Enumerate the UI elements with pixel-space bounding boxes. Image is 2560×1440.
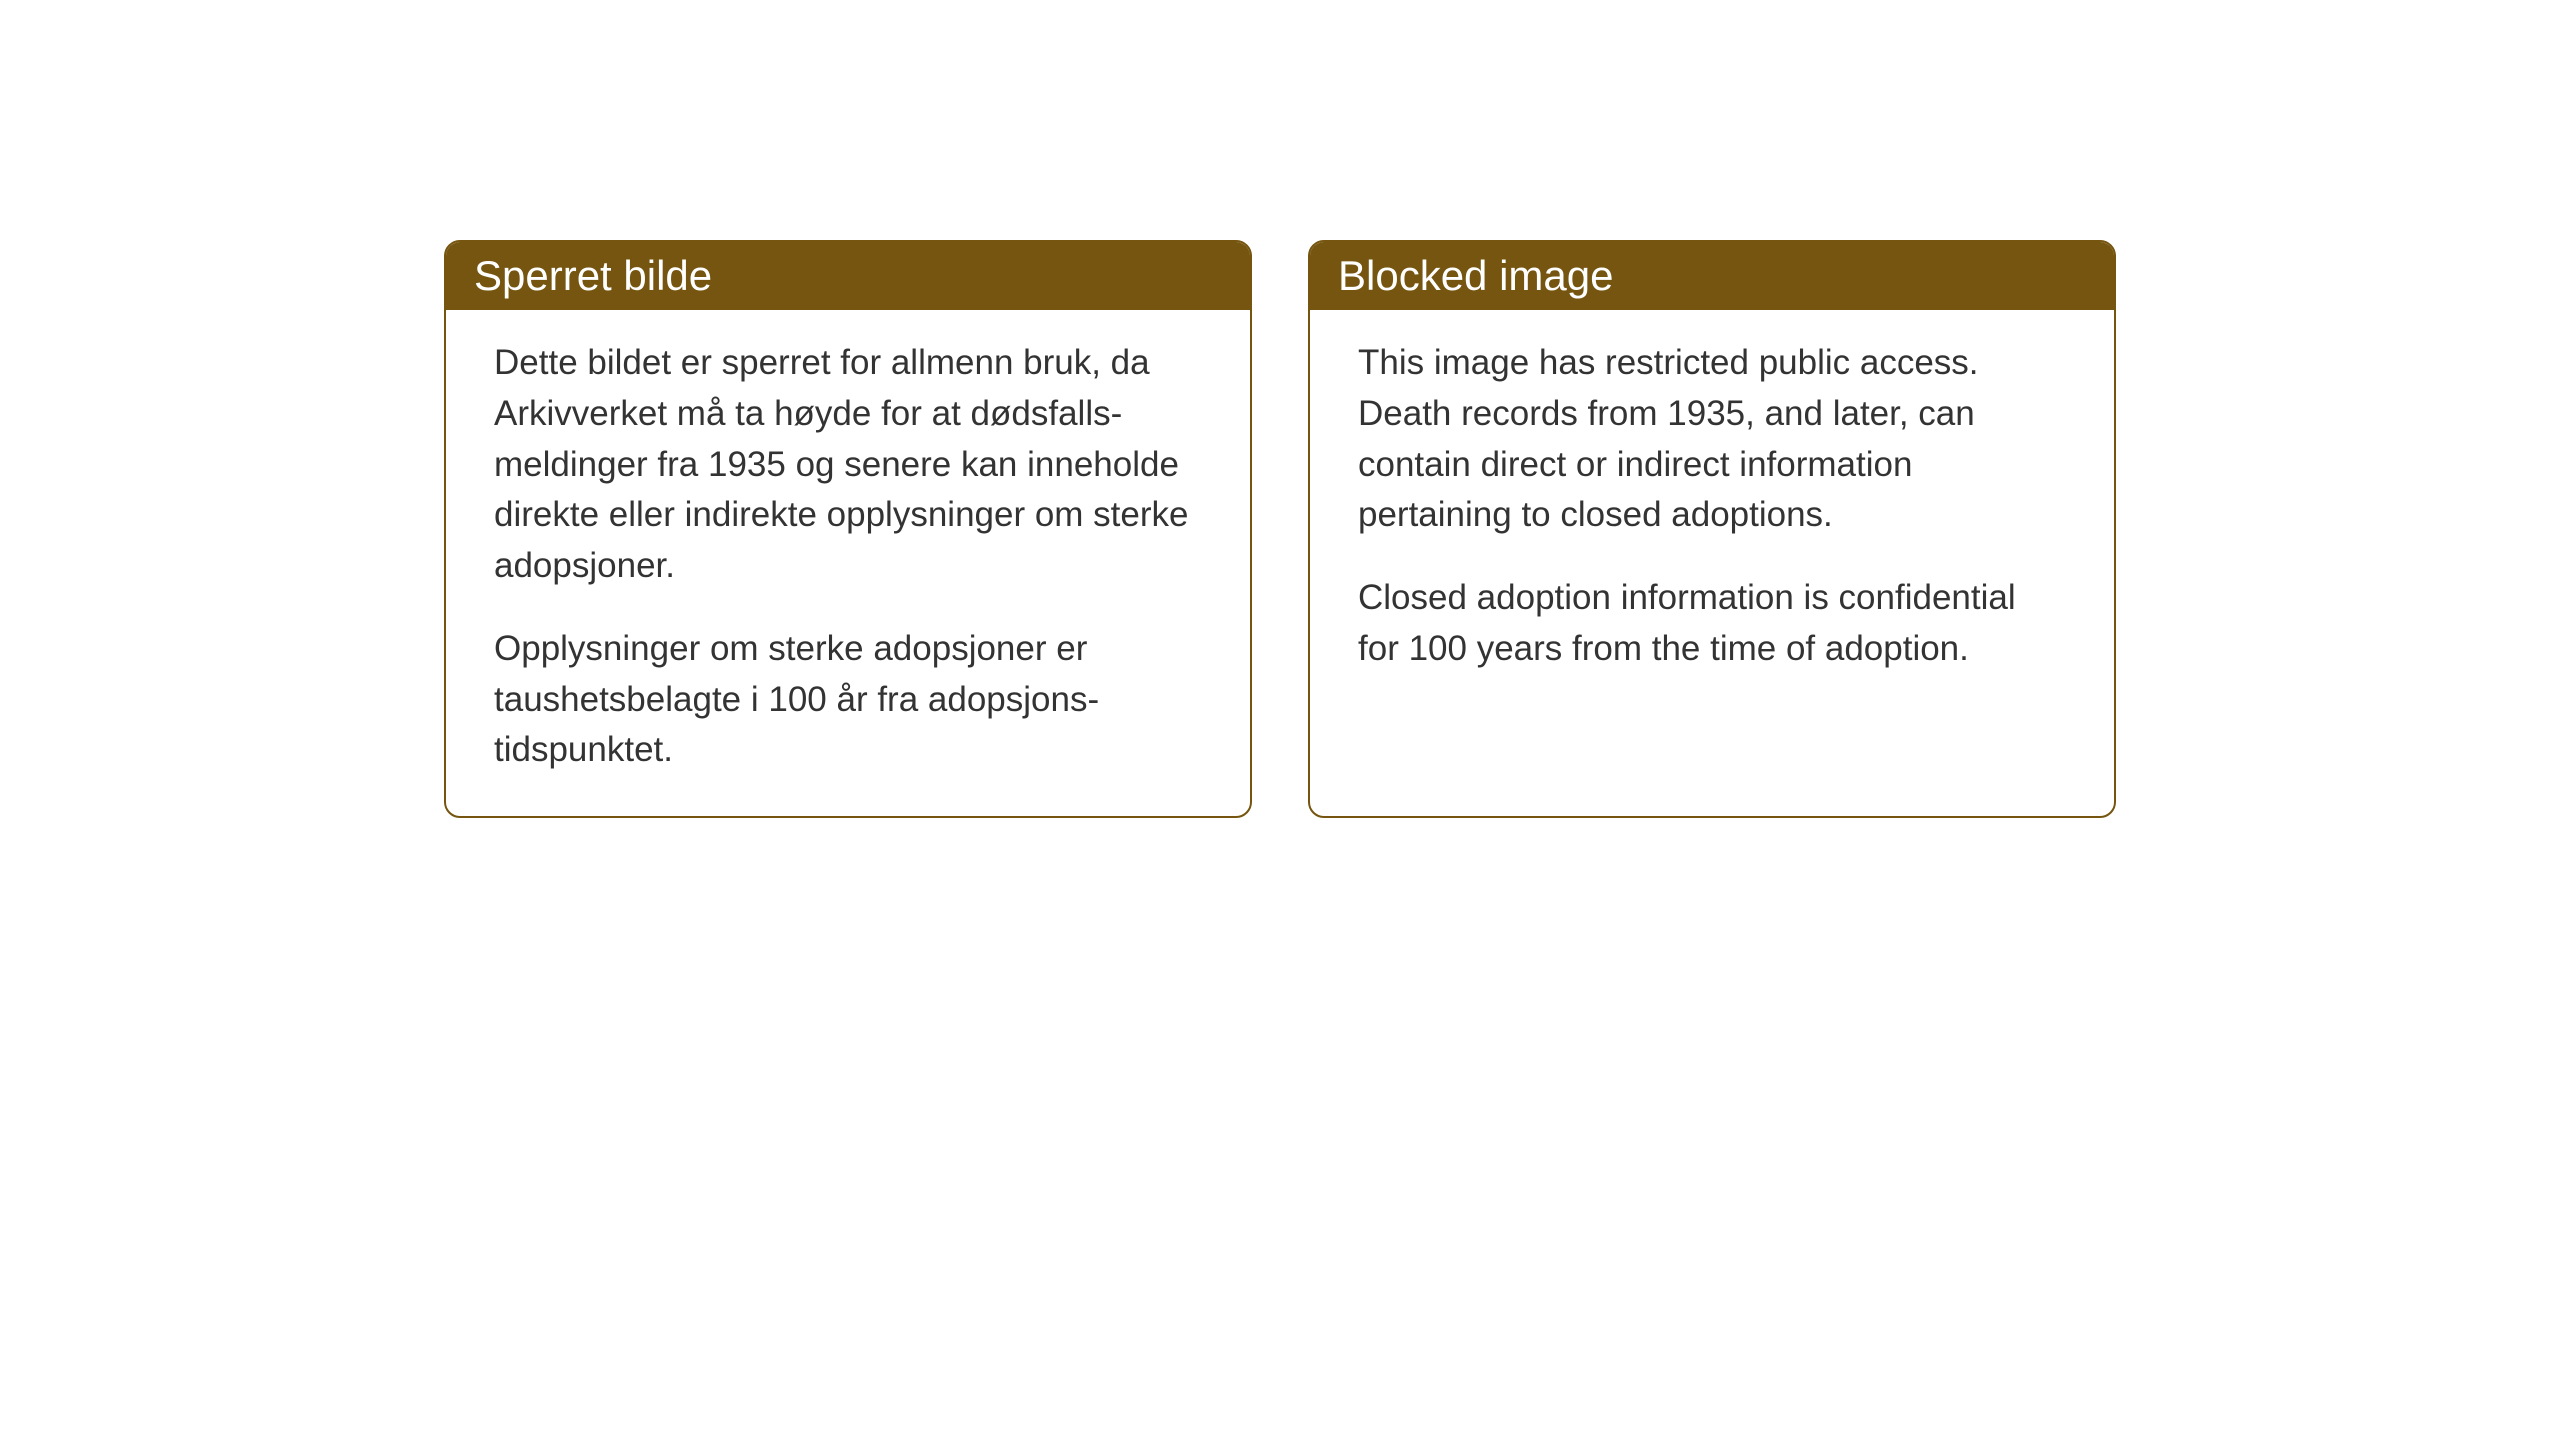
card-title: Sperret bilde bbox=[474, 252, 712, 299]
card-body-norwegian: Dette bildet er sperret for allmenn bruk… bbox=[446, 310, 1250, 816]
card-body-english: This image has restricted public access.… bbox=[1310, 310, 2114, 715]
card-paragraph-1: This image has restricted public access.… bbox=[1358, 338, 2066, 541]
card-title: Blocked image bbox=[1338, 252, 1613, 299]
card-header-norwegian: Sperret bilde bbox=[446, 242, 1250, 310]
notice-card-norwegian: Sperret bilde Dette bildet er sperret fo… bbox=[444, 240, 1252, 818]
notice-card-english: Blocked image This image has restricted … bbox=[1308, 240, 2116, 818]
card-header-english: Blocked image bbox=[1310, 242, 2114, 310]
card-paragraph-1: Dette bildet er sperret for allmenn bruk… bbox=[494, 338, 1202, 592]
card-paragraph-2: Opplysninger om sterke adopsjoner er tau… bbox=[494, 624, 1202, 776]
card-paragraph-2: Closed adoption information is confident… bbox=[1358, 573, 2066, 675]
notice-container: Sperret bilde Dette bildet er sperret fo… bbox=[444, 240, 2116, 818]
